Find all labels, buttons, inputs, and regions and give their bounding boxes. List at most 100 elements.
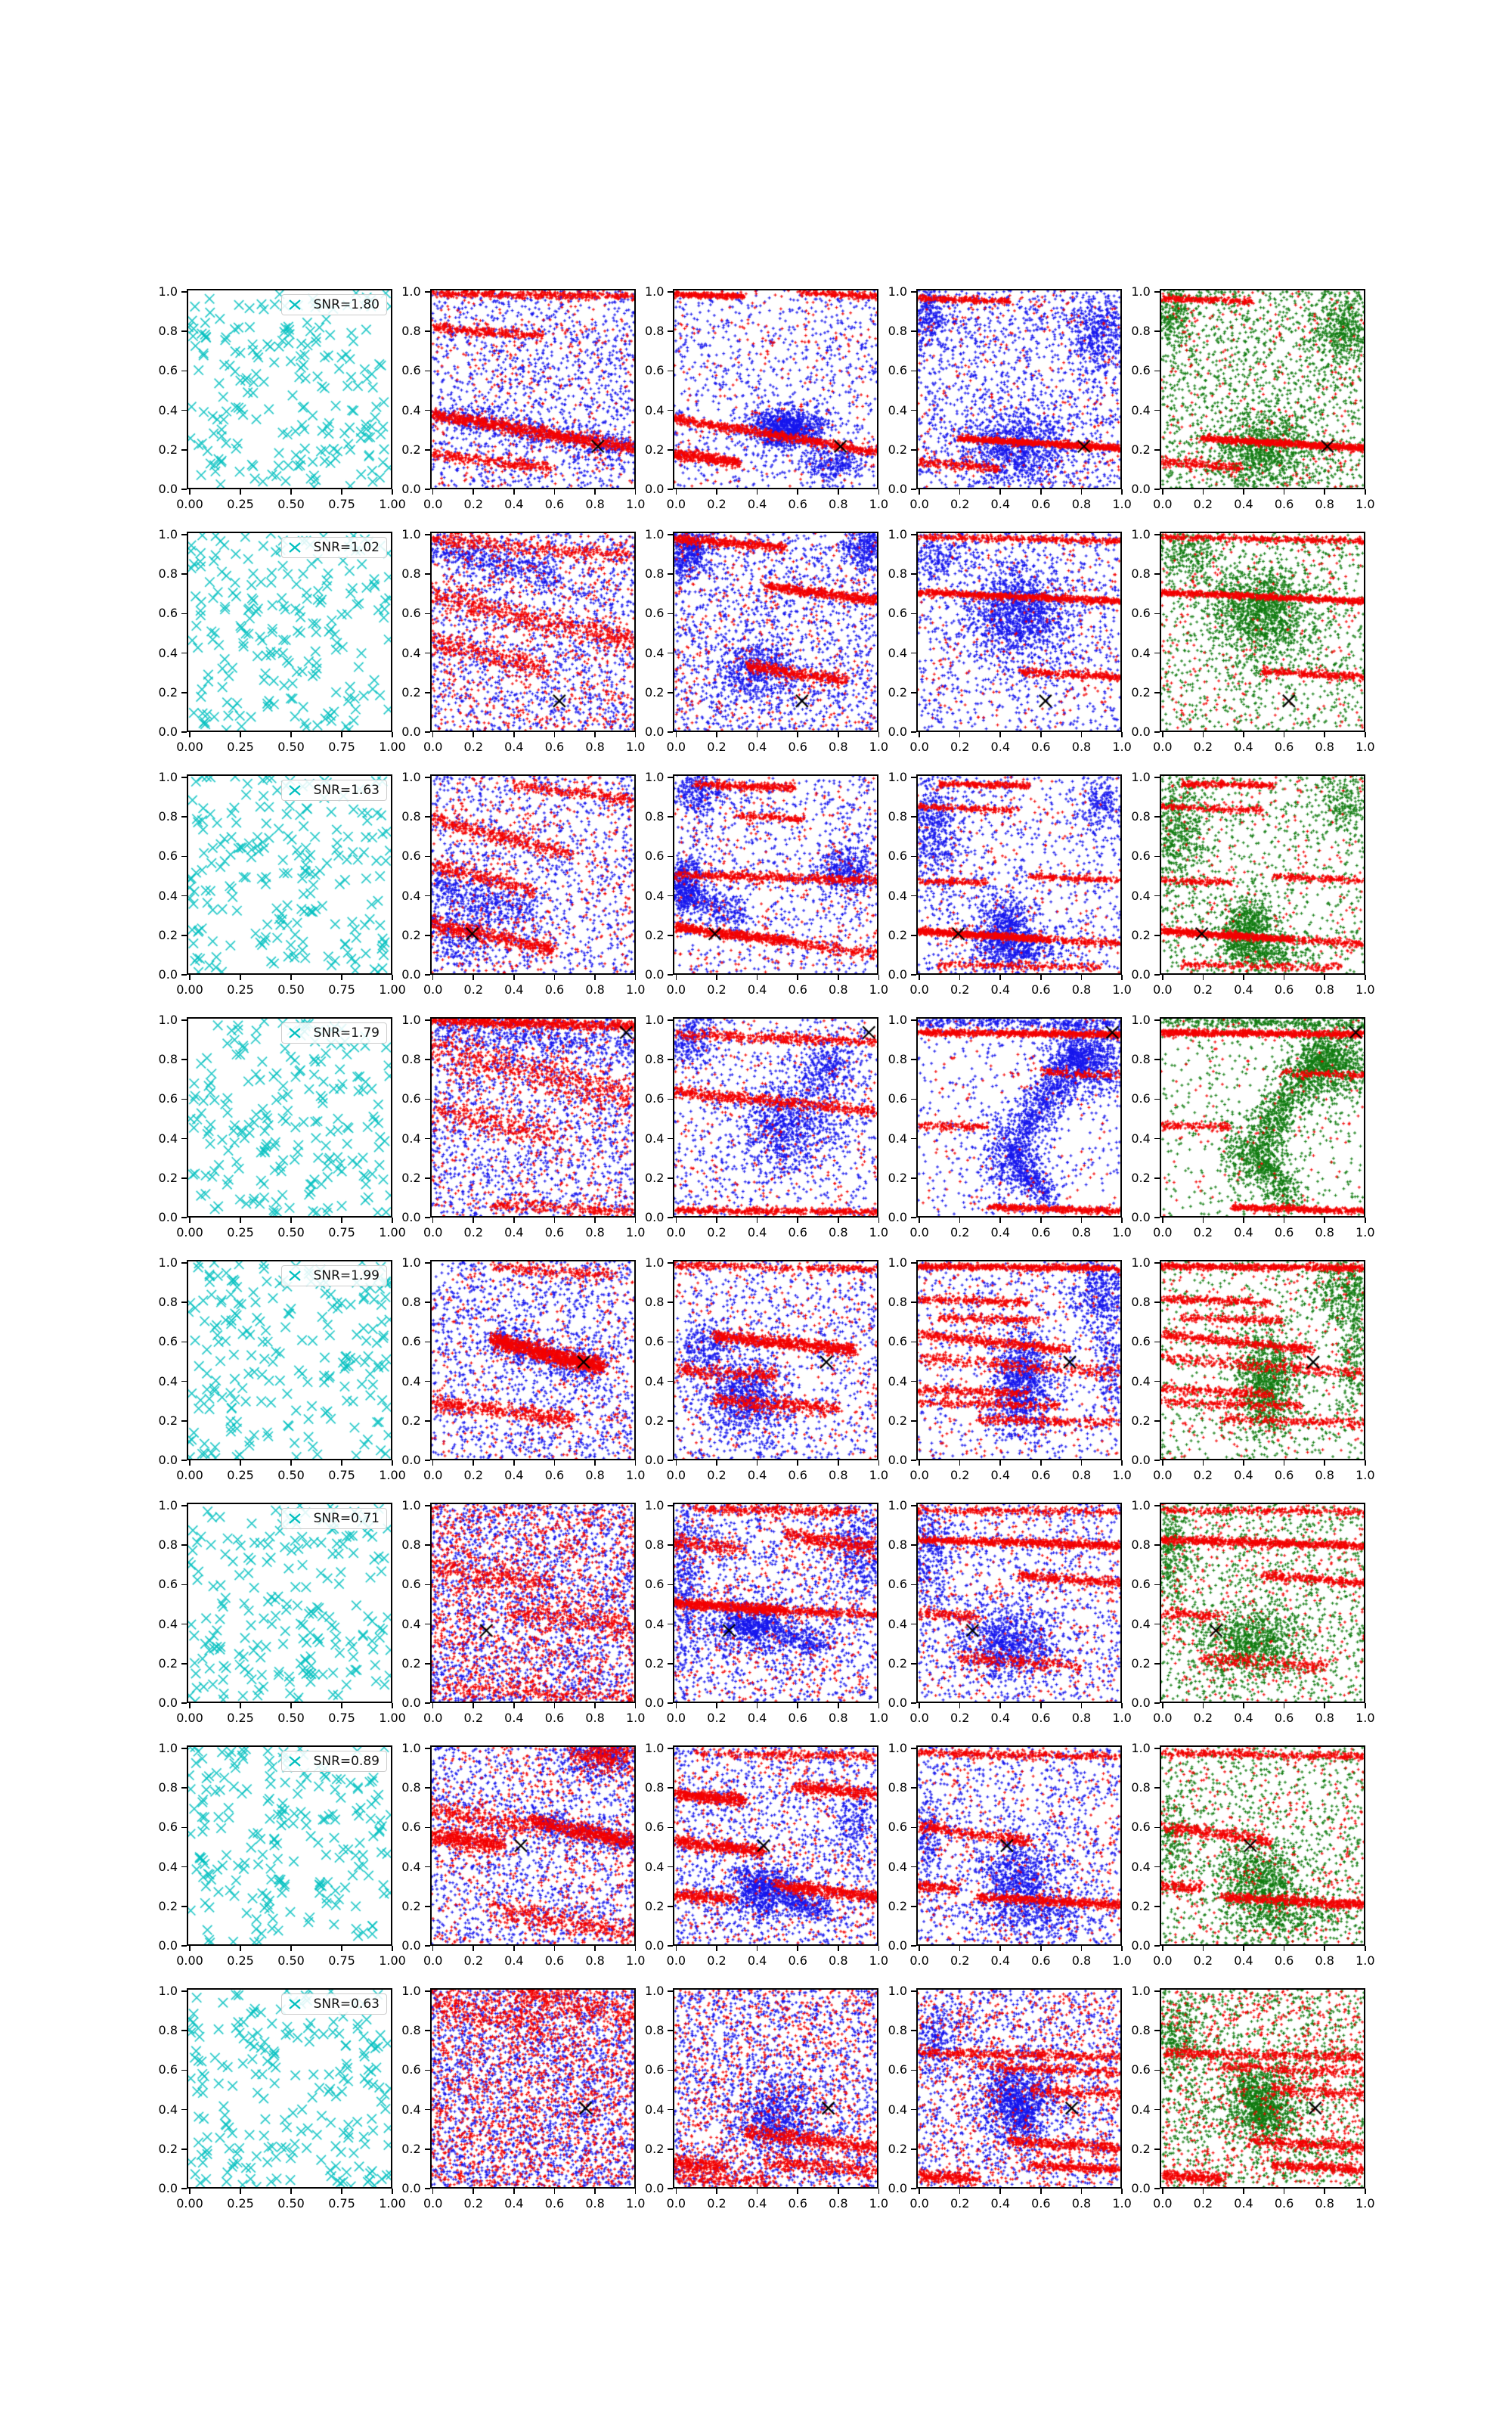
y-tick-label: 1.0: [158, 1255, 178, 1270]
y-tick-label: 0.2: [1131, 1898, 1151, 1913]
y-tick: [911, 1019, 917, 1021]
y-tick: [181, 974, 187, 976]
y-tick-label: 0.6: [644, 1820, 665, 1835]
x-tick: [1364, 732, 1366, 737]
y-tick-label: 0.8: [644, 566, 665, 582]
y-tick-label: 1.0: [1131, 284, 1151, 299]
y-tick-label: 1.0: [888, 770, 908, 784]
x-tick-label: 0.6: [544, 1225, 565, 1239]
x-tick-label: 0.8: [1315, 1953, 1334, 1968]
scatter-canvas-r1c5: [1160, 290, 1364, 488]
y-tick-label: 0.0: [888, 1210, 908, 1224]
y-tick-label: 0.4: [888, 402, 908, 417]
x-tick: [959, 1460, 961, 1466]
y-tick-label: 1.0: [888, 1498, 908, 1512]
y-tick: [1154, 1177, 1160, 1179]
y-tick-label: 1.0: [644, 527, 665, 541]
y-tick-label: 0.8: [158, 566, 178, 582]
y-tick: [668, 449, 674, 451]
scatter-canvas-r2c3: [674, 533, 878, 731]
scatter-canvas-r5c5: [1160, 1261, 1364, 1459]
y-tick: [181, 573, 187, 575]
x-tick-label: 0.2: [1193, 1953, 1213, 1968]
x-tick: [756, 1946, 758, 1951]
x-tick: [634, 1703, 637, 1708]
y-tick-label: 0.0: [158, 1696, 178, 1710]
x-tick: [290, 975, 292, 980]
y-tick-label: 0.2: [1131, 1655, 1151, 1671]
y-tick-label: 0.4: [888, 1859, 908, 1874]
y-tick: [911, 2108, 917, 2111]
x-tick-label: 0.6: [544, 982, 565, 997]
y-tick: [668, 1137, 674, 1140]
y-tick: [668, 1341, 674, 1343]
y-tick: [668, 974, 674, 976]
x-tick: [290, 2189, 292, 2194]
y-tick-label: 0.0: [644, 1696, 665, 1710]
y-tick: [1154, 1302, 1160, 1303]
y-tick-label: 0.2: [158, 684, 178, 700]
x-tick-label: 1.0: [869, 1953, 889, 1968]
y-tick-label: 1.0: [1131, 1984, 1151, 1998]
x-tick-label: 0.6: [1274, 1468, 1294, 1482]
x-tick: [837, 2189, 839, 2194]
y-tick: [424, 489, 430, 490]
x-tick: [240, 1218, 241, 1223]
x-tick-label: 0.8: [1071, 1225, 1092, 1239]
y-tick-label: 0.0: [644, 1938, 665, 1953]
x-tick: [797, 1703, 798, 1708]
y-tick-label: 1.0: [644, 1984, 665, 1998]
scatter-canvas-r6c5: [1160, 1504, 1364, 1702]
y-tick: [181, 692, 187, 693]
y-tick: [668, 2030, 674, 2031]
y-tick: [424, 2149, 430, 2150]
x-tick: [341, 975, 342, 980]
x-tick: [716, 1946, 717, 1951]
x-tick-label: 0.2: [950, 497, 970, 511]
x-tick-label: 0.8: [1315, 982, 1334, 997]
x-tick-label: 1.00: [379, 740, 406, 754]
y-tick-label: 0.6: [1131, 606, 1151, 621]
subplot-r6c2: 0.0 0.2 0.4 0.6 0.8 1.0 0.0 0.2 0.4 0.6 0.8 1.0: [401, 1498, 645, 1725]
x-tick-label: 0.0: [666, 1468, 686, 1482]
x-tick: [919, 489, 920, 495]
y-tick: [668, 731, 674, 733]
y-tick: [911, 1866, 917, 1868]
y-tick: [1154, 1217, 1160, 1218]
y-tick-label: 0.8: [888, 809, 908, 824]
x-tick-label: 0.6: [1274, 1711, 1294, 1725]
x-tick: [341, 1460, 342, 1466]
y-tick: [668, 935, 674, 936]
scatter-canvas-r5c1: [188, 1261, 391, 1459]
x-tick-label: 0.0: [909, 1225, 929, 1239]
x-tick-label: 0.6: [1031, 1711, 1051, 1725]
y-tick-label: 0.4: [401, 2102, 421, 2117]
x-tick-label: 0.50: [277, 740, 305, 754]
x-tick: [472, 1703, 475, 1708]
x-tick: [189, 1946, 191, 1951]
y-tick: [181, 1059, 187, 1060]
y-tick-label: 0.4: [401, 1131, 421, 1146]
x-tick-label: 0.6: [788, 1468, 807, 1482]
y-tick: [668, 330, 674, 332]
y-tick-label: 0.4: [401, 1859, 421, 1874]
x-tick: [919, 1946, 920, 1951]
y-tick-label: 0.8: [644, 2023, 665, 2038]
x-tick-label: 0.6: [544, 740, 565, 754]
y-tick: [668, 2188, 674, 2189]
x-tick-label: 0.6: [788, 497, 807, 511]
x-tick: [1243, 975, 1244, 980]
x-tick-label: 0.8: [1315, 1225, 1334, 1239]
y-tick: [181, 1460, 187, 1461]
y-tick: [911, 1380, 917, 1382]
y-tick-label: 0.2: [1131, 684, 1151, 700]
y-tick-label: 0.8: [888, 1780, 908, 1795]
subplot-r6c1: SNR=0.71 0.00 0.25 0.50 0.75 1.00 0.0 0.2 0.4 0.6…: [159, 1498, 406, 1725]
legend: SNR=1.63: [280, 780, 387, 801]
x-tick: [797, 732, 798, 737]
y-tick: [668, 1019, 674, 1021]
y-tick: [181, 1623, 187, 1625]
y-tick-label: 0.8: [401, 566, 421, 582]
scatter-canvas-r6c2: [431, 1504, 634, 1702]
x-tick: [432, 732, 434, 737]
